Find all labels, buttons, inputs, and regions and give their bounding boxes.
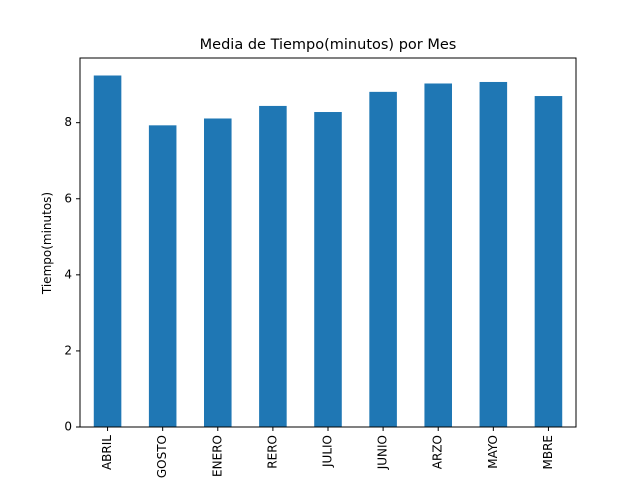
- bar-abril: [93, 75, 122, 427]
- y-tick-label: 0: [64, 420, 72, 434]
- x-tick-label: MBRE: [541, 435, 555, 470]
- bar-enero: [204, 118, 232, 428]
- y-tick-label: 4: [64, 267, 72, 281]
- x-axis: ABRIL GOSTO ENERO RERO JULIO JUNIO ARZO MAYO MBR…: [100, 427, 555, 478]
- x-tick-label: RERO: [265, 435, 279, 469]
- bar-julio: [314, 112, 342, 428]
- x-tick-label: JULIO: [321, 435, 335, 468]
- bar-febrero: [259, 105, 287, 428]
- x-tick-label: ARZO: [431, 435, 445, 469]
- y-axis-label: Tiempo(minutos): [40, 192, 54, 295]
- y-axis: 0 2 4 6 8: [64, 115, 80, 434]
- bar-marzo: [424, 83, 452, 428]
- y-tick-label: 8: [64, 115, 72, 129]
- bar-mayo: [479, 81, 508, 427]
- y-tick-label: 6: [64, 191, 72, 205]
- x-tick-label: MAYO: [486, 435, 500, 469]
- bar-agosto: [148, 125, 177, 427]
- x-tick-label: ENERO: [210, 435, 224, 477]
- plot-frame: [79, 57, 577, 428]
- x-tick-label: JUNIO: [376, 435, 390, 470]
- x-tick-label: ABRIL: [100, 435, 114, 470]
- bar-junio: [369, 91, 397, 428]
- bars-layer: [93, 75, 563, 428]
- y-tick-label: 2: [64, 343, 72, 357]
- bar-noviembre: [534, 96, 563, 427]
- x-tick-label: GOSTO: [155, 435, 169, 478]
- chart-title: Media de Tiempo(minutos) por Mes: [200, 37, 457, 53]
